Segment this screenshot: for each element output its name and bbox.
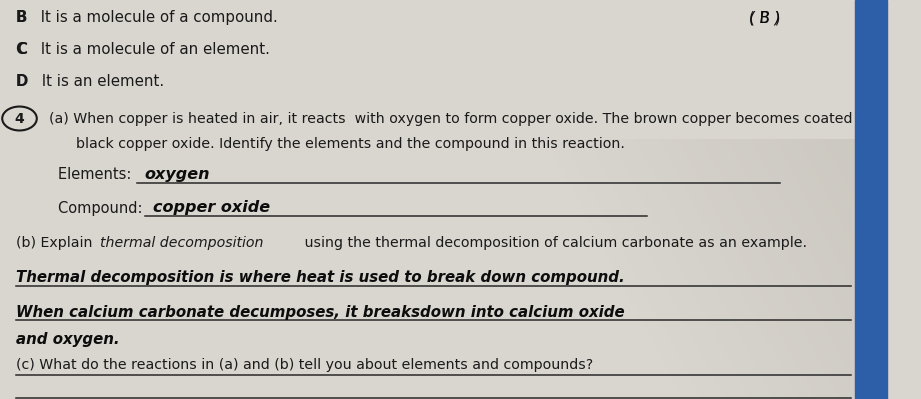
Text: thermal decomposition: thermal decomposition — [100, 236, 263, 251]
Text: B   It is a molecule of a compound.: B It is a molecule of a compound. — [16, 10, 278, 26]
Text: B: B — [16, 10, 28, 26]
Text: (c) What do the reactions in (a) and (b) tell you about elements and compounds?: (c) What do the reactions in (a) and (b)… — [16, 358, 593, 372]
Text: black copper oxide. Identify the elements and the compound in this reaction.: black copper oxide. Identify the element… — [49, 137, 624, 152]
Text: Elements:: Elements: — [58, 167, 135, 182]
Text: C   It is a molecule of an element.: C It is a molecule of an element. — [16, 42, 270, 57]
Text: Compound:: Compound: — [58, 201, 146, 216]
Text: D   It is an element.: D It is an element. — [16, 74, 164, 89]
Text: (b) Explain: (b) Explain — [16, 236, 97, 251]
Text: Thermal decomposition is where heat is used to break down compound.: Thermal decomposition is where heat is u… — [16, 270, 624, 285]
Text: and oxygen.: and oxygen. — [16, 332, 120, 348]
Text: 4: 4 — [15, 111, 24, 126]
Text: ( B ): ( B ) — [749, 10, 781, 26]
Bar — [856, 0, 887, 399]
Text: using the thermal decomposition of calcium carbonate as an example.: using the thermal decomposition of calci… — [299, 236, 807, 251]
Text: copper oxide: copper oxide — [154, 200, 271, 215]
Text: (a) When copper is heated in air, it reacts  with oxygen to form copper oxide. T: (a) When copper is heated in air, it rea… — [49, 112, 887, 126]
Text: C: C — [16, 42, 27, 57]
Text: oxygen: oxygen — [145, 167, 210, 182]
Text: When calcium carbonate decumposes, it breaksdown into calcium oxide: When calcium carbonate decumposes, it br… — [16, 304, 624, 320]
Text: ( B ): ( B ) — [749, 10, 781, 26]
Text: D: D — [16, 74, 29, 89]
